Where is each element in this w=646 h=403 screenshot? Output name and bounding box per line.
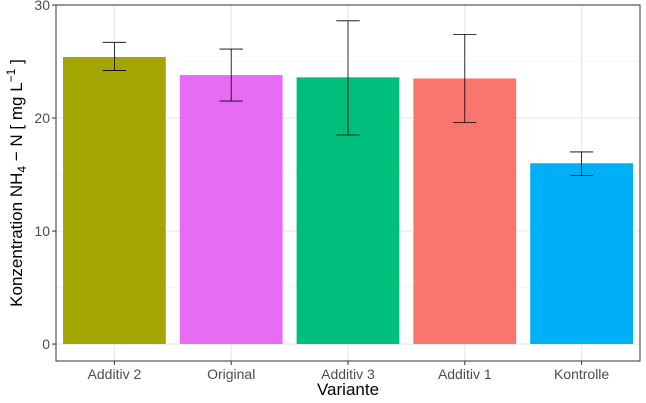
y-axis-title-suffix: ] xyxy=(7,59,26,68)
y-axis-title: Konzentration NH4 − N [ mg L−1 ] xyxy=(4,59,29,307)
x-axis-ticks: Additiv 2 Original Additiv 3 Additiv 1 Kontr… xyxy=(88,361,609,382)
y-tick-label: 30 xyxy=(34,0,50,13)
y-axis-title-mid: − N [ mg L xyxy=(7,82,26,166)
error-bar xyxy=(336,20,360,136)
x-tick-label: Additiv 2 xyxy=(88,366,142,382)
bar-additiv-2 xyxy=(63,56,166,345)
bars xyxy=(63,56,633,345)
y-axis-ticks: 0 10 20 30 xyxy=(34,0,56,352)
y-axis-title-subscript: 4 xyxy=(15,166,29,173)
x-tick-label: Additiv 1 xyxy=(438,366,492,382)
x-axis-title: Variante xyxy=(317,380,379,399)
x-tick-label: Original xyxy=(207,366,255,382)
y-tick-label: 20 xyxy=(34,110,50,126)
error-bar xyxy=(569,151,594,177)
y-tick-label: 0 xyxy=(42,336,50,352)
x-tick-label: Additiv 3 xyxy=(321,366,375,382)
y-axis-title-prefix: Konzentration NH xyxy=(7,173,26,307)
y-axis-title-superscript: −1 xyxy=(4,68,18,82)
bar-kontrolle xyxy=(530,163,633,345)
bar-original xyxy=(179,75,283,345)
error-bars xyxy=(102,20,594,177)
error-bar xyxy=(453,33,477,123)
error-bar xyxy=(102,41,127,71)
error-bar xyxy=(219,48,243,102)
x-tick-label: Kontrolle xyxy=(554,366,609,382)
y-tick-label: 10 xyxy=(34,223,50,239)
